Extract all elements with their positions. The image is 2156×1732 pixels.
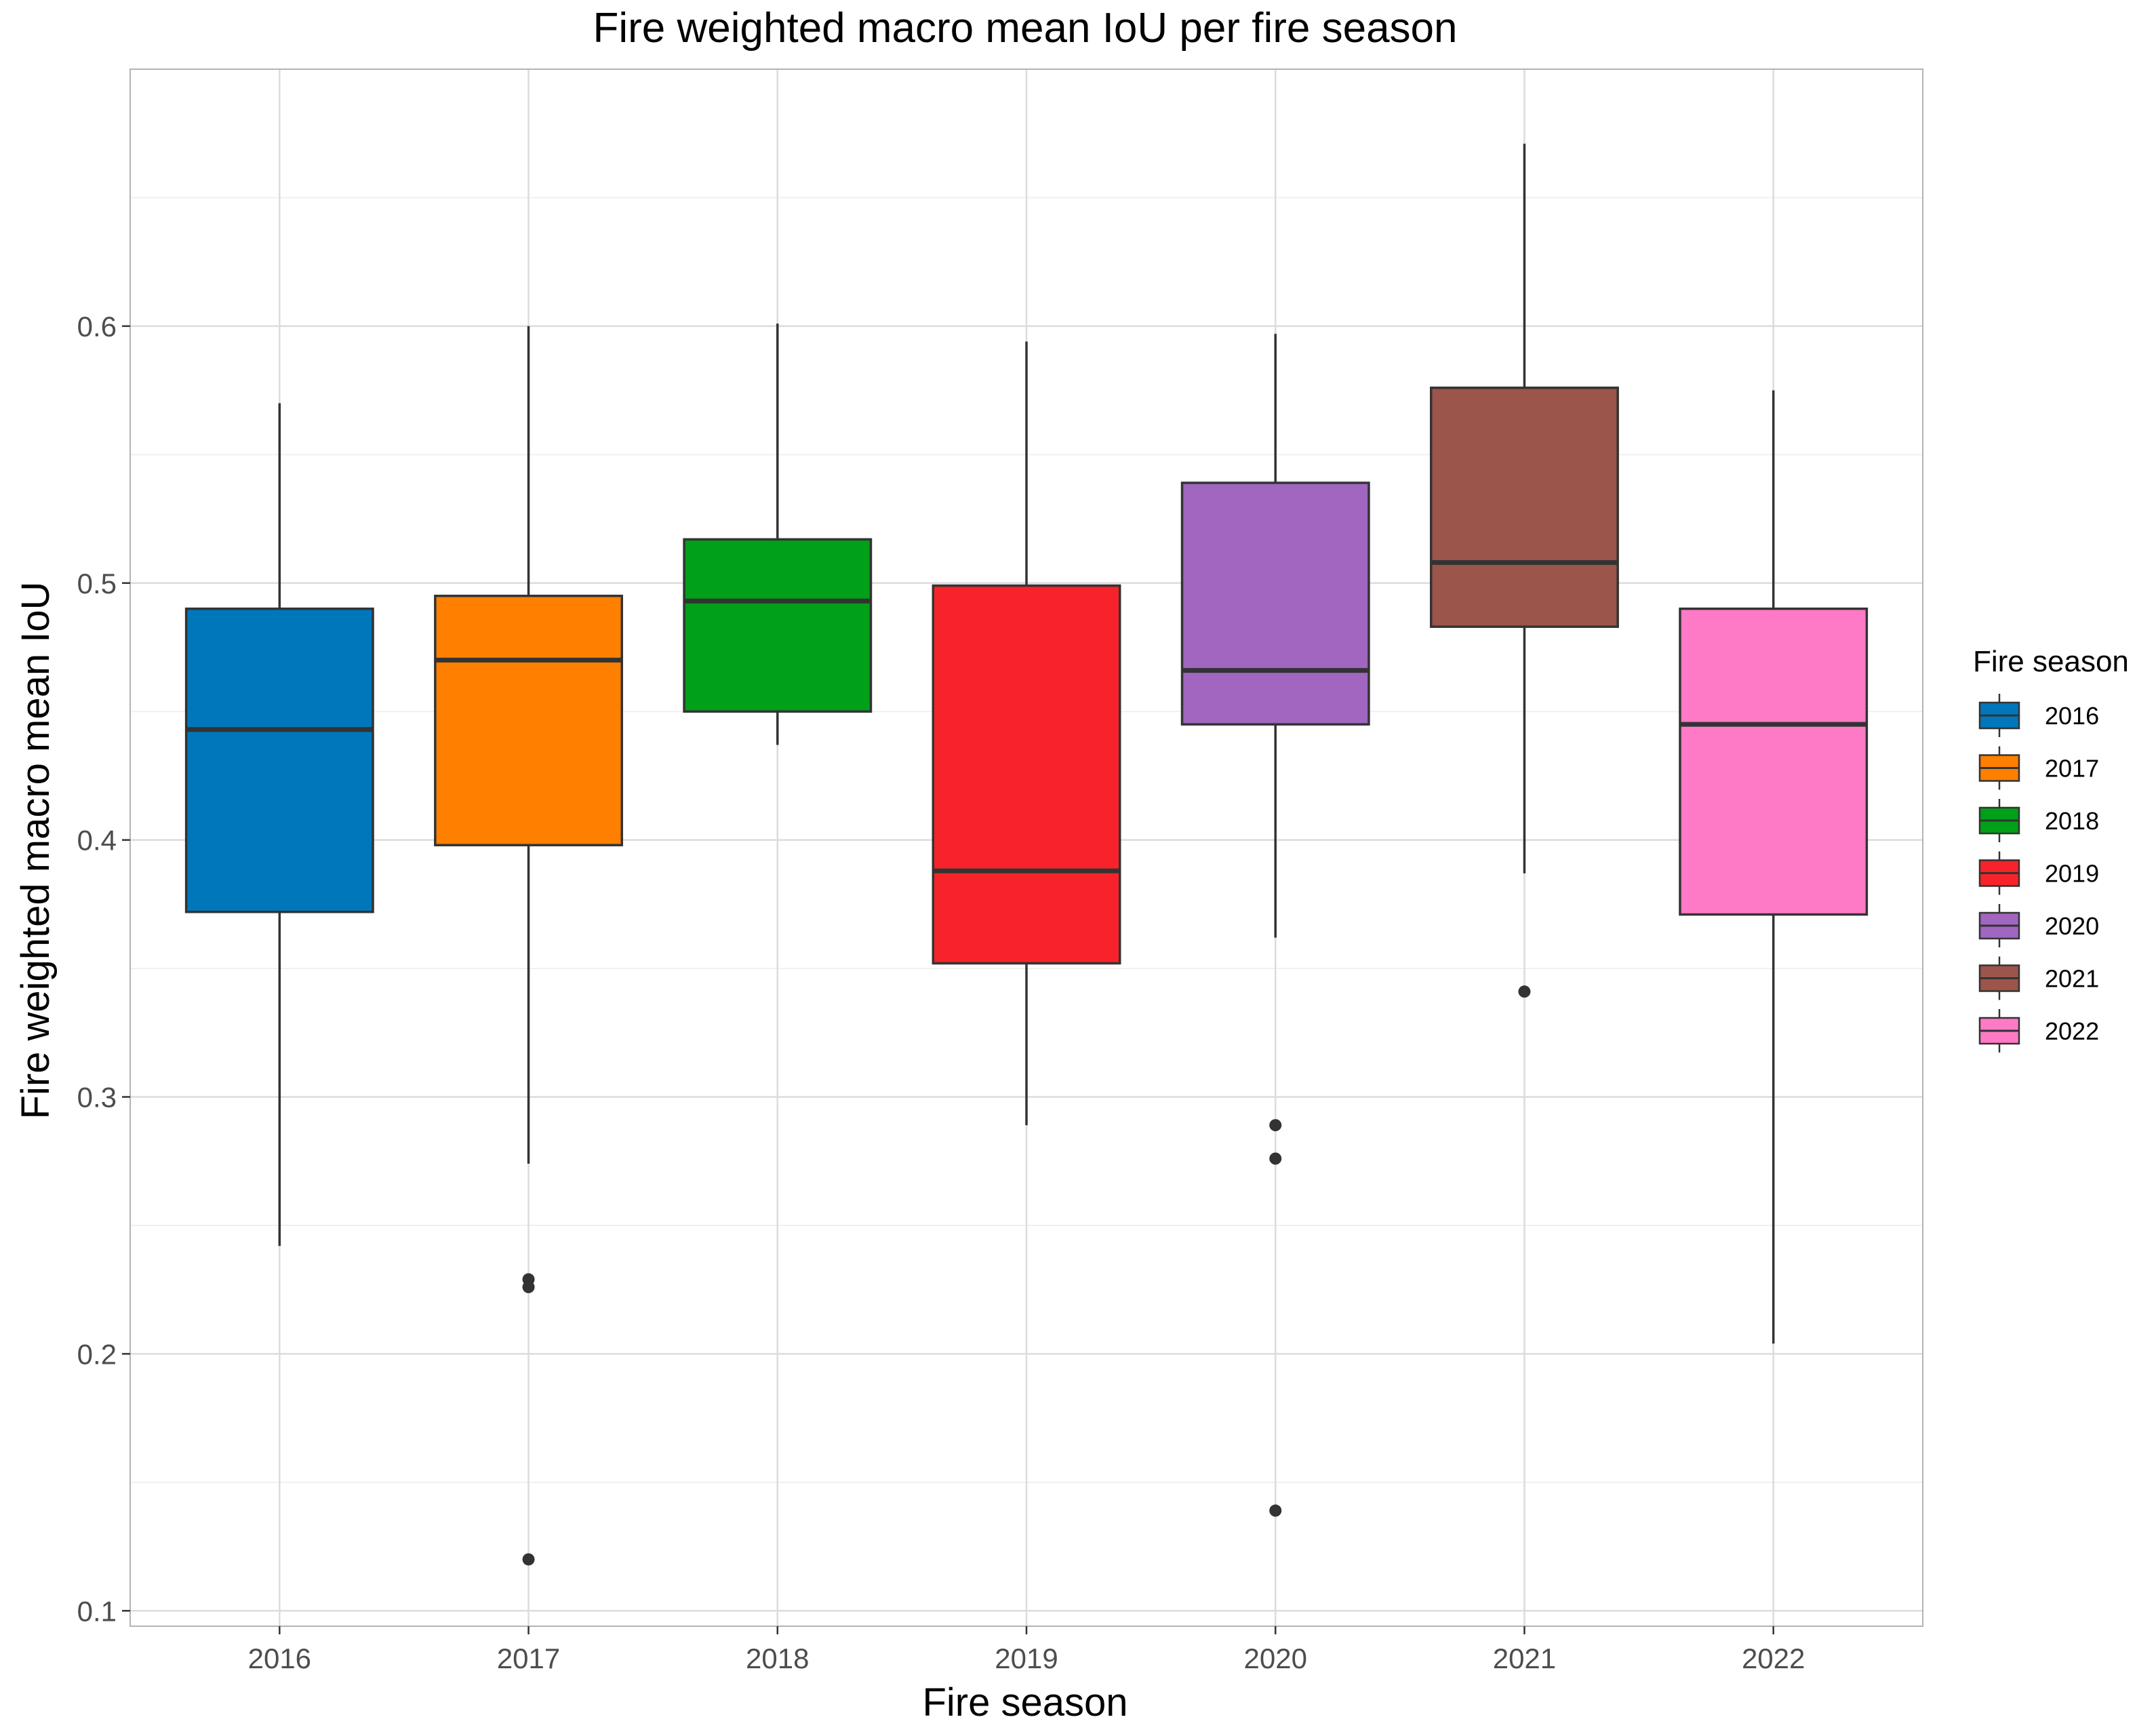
x-tick-label: 2016 [248, 1642, 311, 1674]
legend-label: 2016 [2045, 702, 2099, 730]
outlier-point [1269, 1152, 1282, 1165]
x-tick-label: 2017 [497, 1642, 560, 1674]
x-tick-label: 2020 [1244, 1642, 1307, 1674]
box-2022 [1679, 390, 1869, 1344]
legend-item-2018: 2018 [1978, 799, 2099, 842]
iqr-box [683, 538, 873, 713]
legend-label: 2018 [2045, 807, 2099, 835]
legend: Fire season 2016 2017 2018 2019 2020 2021 2022 [1973, 645, 2129, 1052]
legend-item-2020: 2020 [1978, 904, 2099, 947]
legend-item-2016: 2016 [1978, 694, 2099, 737]
box-2021 [1429, 143, 1619, 998]
legend-item-2021: 2021 [1978, 956, 2099, 1000]
y-axis-title: Fire weighted macro mean IoU [14, 582, 58, 1120]
legend-label: 2022 [2045, 1017, 2099, 1045]
y-tick-label: 0.3 [77, 1082, 117, 1114]
y-tick-label: 0.2 [77, 1338, 117, 1370]
legend-label: 2020 [2045, 912, 2099, 940]
legend-label: 2021 [2045, 965, 2099, 993]
legend-item-2022: 2022 [1978, 1009, 2099, 1052]
x-axis-title: Fire season [922, 1680, 1127, 1725]
legend-item-2019: 2019 [1978, 851, 2099, 895]
box-2017 [434, 326, 624, 1566]
outlier-point [522, 1553, 535, 1566]
x-tick-label: 2019 [995, 1642, 1058, 1674]
y-tick-label: 0.1 [77, 1595, 117, 1627]
boxes [184, 143, 1869, 1566]
x-tick-label: 2022 [1742, 1642, 1805, 1674]
chart-title: Fire weighted macro mean IoU per fire se… [593, 5, 1457, 52]
y-tick-label: 0.5 [77, 568, 117, 599]
x-tick-label: 2021 [1493, 1642, 1556, 1674]
outlier-point [522, 1280, 535, 1293]
box-2018 [683, 323, 873, 745]
iqr-box [932, 584, 1121, 965]
x-tick-label: 2018 [746, 1642, 809, 1674]
legend-item-2017: 2017 [1978, 746, 2099, 790]
iqr-box [1679, 607, 1869, 916]
iqr-box [184, 607, 374, 913]
outlier-point [1518, 985, 1531, 998]
box-2016 [184, 403, 374, 1246]
legend-label: 2019 [2045, 860, 2099, 888]
legend-label: 2017 [2045, 755, 2099, 783]
iqr-box [1429, 387, 1619, 628]
outlier-point [1269, 1119, 1282, 1132]
legend-title: Fire season [1973, 645, 2129, 678]
x-axis-ticks: 2016 2017 2018 2019 2020 2021 2022 [248, 1626, 1805, 1674]
y-axis-ticks: 0.1 0.2 0.3 0.4 0.5 0.6 [77, 311, 130, 1627]
y-tick-label: 0.4 [77, 825, 117, 857]
box-2020 [1180, 334, 1370, 1517]
outlier-point [1269, 1504, 1282, 1517]
iqr-box [1180, 481, 1370, 726]
iqr-box [434, 594, 624, 846]
box-2019 [932, 341, 1121, 1126]
y-tick-label: 0.6 [77, 311, 117, 342]
